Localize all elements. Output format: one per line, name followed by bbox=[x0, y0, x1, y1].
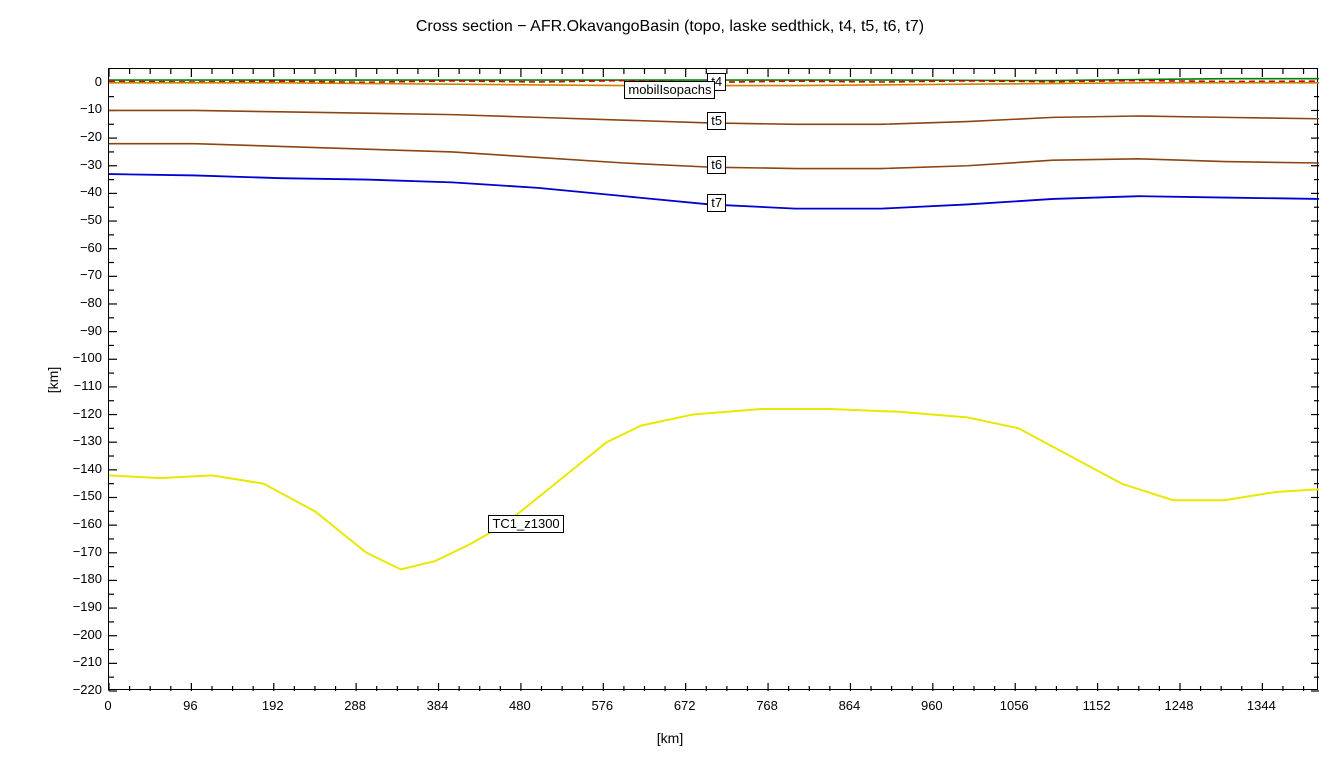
y-tick-label: 0 bbox=[95, 74, 102, 89]
x-tick-label: 672 bbox=[665, 698, 705, 713]
x-tick-label: 960 bbox=[912, 698, 952, 713]
series-label: mobilIsopachs bbox=[624, 81, 715, 99]
y-tick-label: −220 bbox=[73, 682, 102, 697]
y-tick-label: −50 bbox=[80, 212, 102, 227]
chart-page: Cross section − AFR.OkavangoBasin (topo,… bbox=[0, 0, 1340, 757]
x-tick-label: 192 bbox=[253, 698, 293, 713]
x-tick-label: 1344 bbox=[1241, 698, 1281, 713]
x-tick-label: 0 bbox=[88, 698, 128, 713]
chart-title: Cross section − AFR.OkavangoBasin (topo,… bbox=[0, 18, 1340, 36]
x-tick-label: 96 bbox=[170, 698, 210, 713]
y-tick-label: −100 bbox=[73, 350, 102, 365]
x-tick-label: 1152 bbox=[1077, 698, 1117, 713]
x-tick-label: 768 bbox=[747, 698, 787, 713]
y-tick-label: −20 bbox=[80, 129, 102, 144]
series-label: t7 bbox=[707, 194, 726, 212]
y-tick-label: −190 bbox=[73, 599, 102, 614]
y-tick-label: −80 bbox=[80, 295, 102, 310]
y-tick-label: −120 bbox=[73, 406, 102, 421]
y-tick-label: −40 bbox=[80, 184, 102, 199]
y-tick-label: −10 bbox=[80, 101, 102, 116]
y-tick-label: −150 bbox=[73, 488, 102, 503]
x-tick-label: 1248 bbox=[1159, 698, 1199, 713]
y-tick-label: −160 bbox=[73, 516, 102, 531]
y-tick-label: −30 bbox=[80, 157, 102, 172]
x-tick-label: 1056 bbox=[994, 698, 1034, 713]
series-label: t6 bbox=[707, 156, 726, 174]
x-tick-label: 576 bbox=[582, 698, 622, 713]
y-tick-label: −210 bbox=[73, 654, 102, 669]
y-tick-label: −90 bbox=[80, 323, 102, 338]
series-label: t5 bbox=[707, 112, 726, 130]
x-tick-label: 384 bbox=[418, 698, 458, 713]
y-tick-label: −60 bbox=[80, 240, 102, 255]
x-tick-label: 480 bbox=[500, 698, 540, 713]
y-tick-label: −180 bbox=[73, 571, 102, 586]
x-tick-label: 864 bbox=[829, 698, 869, 713]
series-label: TC1_z1300 bbox=[488, 515, 563, 533]
y-tick-label: −170 bbox=[73, 544, 102, 559]
y-axis-label: [km] bbox=[45, 367, 61, 393]
y-tick-label: −200 bbox=[73, 627, 102, 642]
x-tick-label: 288 bbox=[335, 698, 375, 713]
y-tick-label: −70 bbox=[80, 267, 102, 282]
y-tick-label: −130 bbox=[73, 433, 102, 448]
x-axis-label: [km] bbox=[0, 730, 1340, 746]
y-tick-label: −110 bbox=[74, 378, 102, 393]
y-tick-label: −140 bbox=[73, 461, 102, 476]
